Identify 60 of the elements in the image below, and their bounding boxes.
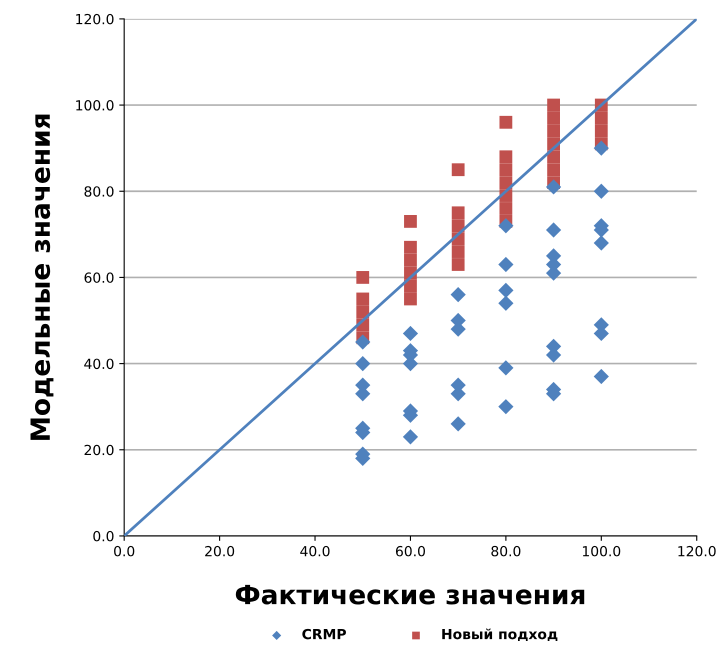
legend-label: CRMP xyxy=(302,628,346,640)
point xyxy=(452,245,465,258)
point xyxy=(356,305,370,318)
x-tick-label: 0.0 xyxy=(114,546,134,556)
y-tick-label: 120.0 xyxy=(76,14,114,24)
point xyxy=(356,271,370,284)
point xyxy=(404,215,417,228)
point xyxy=(547,150,560,164)
y-axis-title: Модельные значения xyxy=(30,114,54,440)
point xyxy=(499,150,512,164)
y-tick-label: 40.0 xyxy=(84,358,114,370)
point xyxy=(499,202,512,215)
point xyxy=(498,296,514,311)
point xyxy=(498,218,514,234)
point xyxy=(404,292,417,306)
point xyxy=(404,240,417,254)
point xyxy=(546,179,562,195)
point xyxy=(402,326,418,342)
x-tick-label: 120.0 xyxy=(678,546,716,556)
point xyxy=(498,399,514,414)
y-tick-label: 60.0 xyxy=(84,272,114,283)
x-axis-title: Фактические значения xyxy=(236,584,584,605)
y-tick-label: 0.0 xyxy=(93,530,114,542)
point xyxy=(594,368,609,384)
point xyxy=(547,98,560,112)
point xyxy=(499,176,512,190)
point xyxy=(452,163,465,176)
point xyxy=(356,292,370,306)
point xyxy=(498,256,514,272)
x-tick-label: 80.0 xyxy=(491,546,520,556)
point xyxy=(498,360,514,376)
point xyxy=(547,112,560,124)
x-tick-label: 60.0 xyxy=(396,546,425,556)
point xyxy=(594,184,609,199)
point xyxy=(499,116,512,129)
point xyxy=(594,112,608,124)
point xyxy=(547,163,560,176)
point xyxy=(547,124,560,138)
point xyxy=(402,429,418,444)
point xyxy=(404,254,417,267)
x-tick-label: 40.0 xyxy=(300,546,330,556)
y-tick-label: 20.0 xyxy=(84,444,114,456)
point xyxy=(498,282,514,298)
point xyxy=(594,235,609,251)
point xyxy=(594,140,609,156)
point xyxy=(450,287,466,302)
y-tick-label: 80.0 xyxy=(84,186,114,197)
y-tick-label: 100.0 xyxy=(76,100,114,111)
point xyxy=(355,356,370,372)
point xyxy=(452,258,465,271)
legend-label: Новый подход xyxy=(442,628,558,642)
point xyxy=(452,206,465,220)
point xyxy=(499,163,512,176)
x-tick-label: 20.0 xyxy=(205,546,234,556)
point xyxy=(546,222,562,238)
point xyxy=(404,280,417,292)
point xyxy=(450,416,466,432)
point xyxy=(594,124,608,138)
point xyxy=(355,334,370,350)
x-tick-label: 100.0 xyxy=(582,546,620,556)
